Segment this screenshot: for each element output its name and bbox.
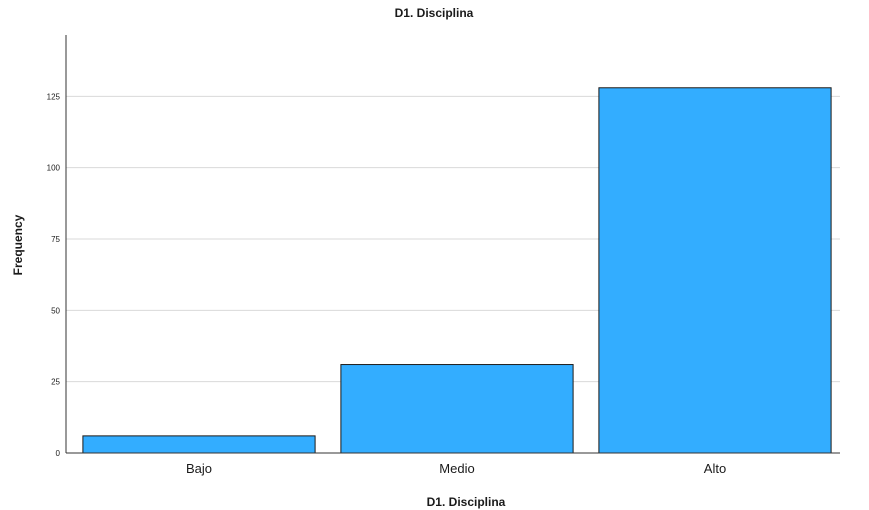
y-tick-labels: 0 25 50 75 100 125 xyxy=(47,92,61,458)
bar-bajo xyxy=(82,435,316,454)
bars xyxy=(82,87,832,454)
x-axis-title: D1. Disciplina xyxy=(427,495,506,509)
x-tick-label: Bajo xyxy=(186,461,212,476)
bar-alto xyxy=(598,87,832,454)
x-tick-label: Alto xyxy=(704,461,726,476)
y-tick-label: 25 xyxy=(51,378,60,387)
x-tick-label: Medio xyxy=(439,461,474,476)
chart-title: D1. Disciplina xyxy=(395,6,474,20)
x-tick-labels: Bajo Medio Alto xyxy=(186,461,726,476)
y-tick-label: 75 xyxy=(51,235,60,244)
y-tick-label: 50 xyxy=(51,306,60,315)
y-axis-title: Frequency xyxy=(11,214,25,275)
y-tick-label: 100 xyxy=(47,164,61,173)
y-tick-label: 125 xyxy=(47,92,61,101)
y-tick-label: 0 xyxy=(56,449,61,458)
bar-medio xyxy=(340,364,574,454)
